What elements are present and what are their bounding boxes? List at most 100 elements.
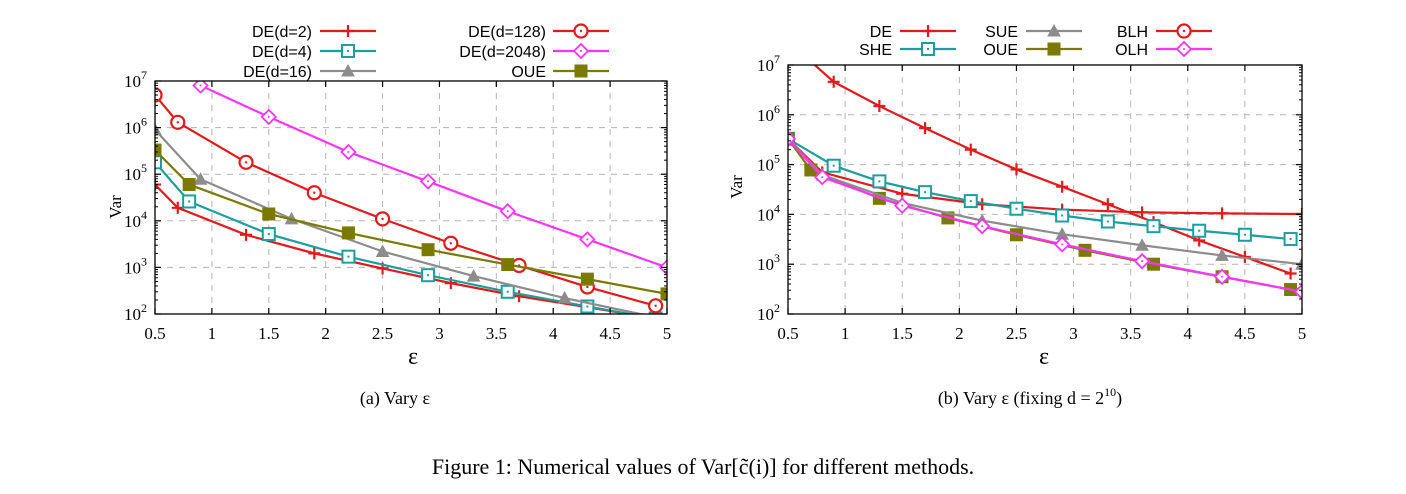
data-point <box>421 268 436 283</box>
legend-label: OUE <box>983 42 1018 59</box>
data-point <box>374 211 391 227</box>
series-de <box>813 65 1297 280</box>
legend-marker <box>572 42 590 60</box>
legend-a: DE(d=2) DE(d=4) DE(d=16) DE(d=128) DE(d=2048… <box>243 23 609 81</box>
data-point <box>1053 236 1071 253</box>
y-tick-label: 106 <box>757 102 780 125</box>
data-point <box>813 168 831 186</box>
legend-marker <box>1047 23 1061 37</box>
legend-item: DE(d=128) <box>468 23 609 41</box>
data-point <box>1101 198 1114 211</box>
y-tick-label: 105 <box>124 161 147 184</box>
legend-label: OUE <box>511 64 546 81</box>
y-tick-label: 104 <box>124 208 147 231</box>
legend-item: DE <box>870 24 956 41</box>
data-point <box>1133 252 1151 270</box>
legend-marker <box>1176 23 1192 39</box>
legend-label: DE <box>870 24 892 41</box>
data-point <box>1146 219 1161 234</box>
legend-label: DE(d=16) <box>243 64 312 81</box>
series-line <box>788 138 1302 293</box>
legend-label: DE(d=2048) <box>459 44 546 61</box>
series-group-a <box>155 81 667 314</box>
ticks-b: 0.5 1 1.5 2 2.5 3 3.5 4 4.5 5 102 103 104 105 106 107 <box>757 52 1306 343</box>
x-tick-label: 4 <box>1184 324 1193 343</box>
caption-b-exponent: 10 <box>1104 385 1116 399</box>
x-axis-label-a: ε <box>408 344 418 370</box>
data-point <box>826 158 841 173</box>
x-tick-label: 3.5 <box>486 324 507 343</box>
x-tick-label: 2 <box>321 324 330 343</box>
data-point <box>501 258 515 272</box>
data-point <box>580 272 594 286</box>
data-point <box>964 143 977 156</box>
data-point <box>155 178 161 191</box>
data-point <box>1237 227 1252 242</box>
data-point <box>500 284 515 299</box>
legend-item: BLH <box>1117 23 1212 41</box>
y-tick-label: 102 <box>124 301 147 324</box>
legend-marker <box>341 44 355 58</box>
y-tick-label: 103 <box>124 254 147 277</box>
x-axis-label-b: ε <box>1039 344 1049 370</box>
data-point <box>919 122 932 135</box>
legend-label: DE(d=128) <box>468 24 546 41</box>
data-point <box>827 75 840 88</box>
legend-marker <box>921 42 935 56</box>
legend-item: OUE <box>511 64 609 81</box>
data-point <box>193 172 208 185</box>
series-group-b <box>788 65 1302 301</box>
series-line <box>155 161 637 314</box>
series-line <box>155 183 636 314</box>
data-point <box>341 226 355 240</box>
legend-item: DE(d=2) <box>252 24 376 41</box>
x-tick-label: 5 <box>663 324 672 343</box>
data-point <box>421 243 435 257</box>
series-blh <box>788 131 1302 270</box>
series-de-d-4- <box>155 155 663 314</box>
data-point <box>1056 180 1069 193</box>
data-point <box>1215 248 1229 261</box>
legend-marker <box>1175 40 1193 58</box>
legend-item: SHE <box>859 42 956 59</box>
series-line <box>155 149 667 295</box>
x-tick-label: 1 <box>208 324 217 343</box>
series-de-d-2048- <box>192 81 667 276</box>
legend-item: SUE <box>985 23 1082 41</box>
legend-marker <box>342 25 354 37</box>
series-oue <box>155 143 667 301</box>
data-point <box>240 228 253 241</box>
data-point <box>1055 208 1070 223</box>
data-point <box>340 143 357 161</box>
data-point <box>192 81 209 94</box>
y-tick-label: 107 <box>757 52 780 75</box>
x-tick-label: 1 <box>841 324 850 343</box>
data-point <box>171 201 184 214</box>
legend-label: OLH <box>1115 42 1148 59</box>
caption-a: (a) Vary ε <box>360 388 431 409</box>
chart-panel-b: 0.5 1 1.5 2 2.5 3 3.5 4 4.5 5 102 103 104 105 106 107 D… <box>727 23 1306 409</box>
data-point <box>893 197 911 214</box>
data-point <box>499 203 516 220</box>
y-axis-label-b: Var <box>727 175 746 199</box>
data-point <box>872 174 887 189</box>
legend-item: DE(d=4) <box>252 44 376 61</box>
data-point <box>1100 214 1115 229</box>
data-point <box>1216 207 1229 220</box>
legend-b: DE SUE BLH SHE OUE OLH <box>859 23 1212 59</box>
data-point <box>308 247 321 260</box>
x-tick-label: 4 <box>549 324 558 343</box>
data-point <box>1136 206 1149 219</box>
legend-marker <box>341 63 355 77</box>
y-tick-label: 106 <box>124 115 147 138</box>
y-axis-label-a: Var <box>106 195 125 219</box>
series-line <box>788 138 1302 266</box>
x-tick-label: 4.5 <box>1234 324 1255 343</box>
legend-label: SUE <box>985 24 1018 41</box>
legend-item: OUE <box>983 42 1082 59</box>
data-point <box>260 108 278 126</box>
y-tick-label: 107 <box>124 68 147 91</box>
caption-b-main: (b) Vary ε (fixing d = 2 <box>938 388 1104 409</box>
data-point <box>660 287 667 301</box>
